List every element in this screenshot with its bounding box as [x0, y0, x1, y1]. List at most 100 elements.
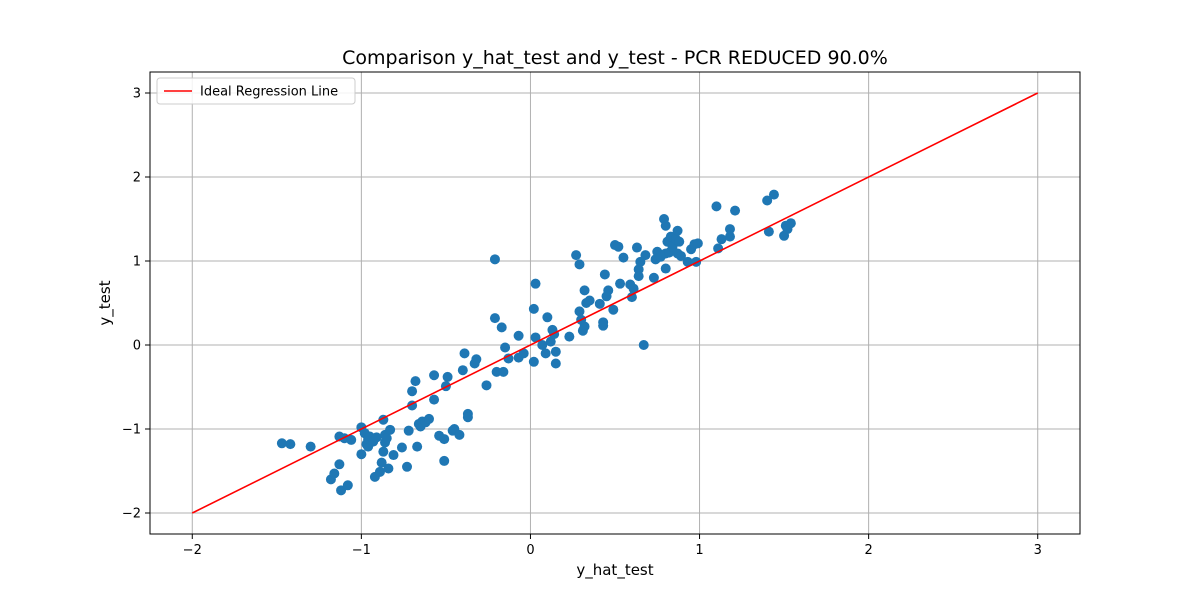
- data-point: [692, 238, 703, 249]
- data-point: [571, 250, 582, 261]
- data-point: [489, 313, 500, 324]
- data-point: [579, 285, 590, 296]
- y-tick-label: 1: [133, 255, 141, 270]
- data-point: [500, 342, 511, 353]
- data-point: [462, 412, 473, 423]
- data-point: [285, 439, 296, 450]
- data-point: [402, 461, 413, 472]
- legend-entry-label: Ideal Regression Line: [200, 85, 338, 100]
- data-point: [638, 340, 649, 350]
- data-point: [528, 356, 539, 367]
- x-tick-label: −1: [352, 543, 371, 558]
- data-point: [724, 231, 735, 242]
- data-point: [785, 218, 796, 229]
- data-point: [730, 205, 741, 216]
- data-point: [660, 220, 671, 231]
- data-point: [574, 259, 585, 270]
- data-point: [599, 269, 610, 280]
- data-point: [768, 189, 779, 200]
- data-point: [628, 283, 639, 294]
- data-point: [594, 298, 605, 309]
- y-tick-label: 0: [133, 339, 141, 354]
- x-tick-label: 3: [1034, 543, 1042, 558]
- data-point: [496, 322, 507, 333]
- data-point: [498, 366, 509, 377]
- data-point: [574, 306, 585, 317]
- data-point: [542, 312, 553, 323]
- data-point: [540, 348, 551, 359]
- data-point: [442, 371, 453, 382]
- y-tick-label: 3: [133, 87, 141, 102]
- data-point: [489, 254, 500, 265]
- data-point: [429, 394, 440, 405]
- data-point: [376, 457, 387, 468]
- data-point: [672, 225, 683, 236]
- data-point: [711, 201, 722, 212]
- data-point: [388, 450, 399, 461]
- data-point: [329, 468, 340, 479]
- data-point: [385, 424, 396, 435]
- data-point: [342, 480, 353, 491]
- x-tick-label: 2: [864, 543, 872, 558]
- x-tick-label: 1: [695, 543, 703, 558]
- data-point: [613, 241, 624, 252]
- data-point: [618, 252, 629, 263]
- data-point: [537, 340, 548, 350]
- data-point: [633, 271, 644, 282]
- data-point: [550, 346, 561, 357]
- data-point: [674, 236, 685, 247]
- data-point: [454, 429, 465, 440]
- plot-area: [191, 92, 1039, 514]
- data-point: [439, 434, 450, 445]
- x-axis-ticks: −2 −1 0 1 2 3: [183, 534, 1042, 558]
- y-tick-label: −2: [122, 507, 141, 522]
- data-point: [457, 365, 468, 376]
- data-point: [579, 321, 590, 332]
- data-point: [334, 459, 345, 470]
- data-point: [429, 370, 440, 381]
- ideal-regression-line: [191, 92, 1039, 514]
- data-point: [724, 224, 735, 235]
- x-tick-label: 0: [526, 543, 534, 558]
- vertical-gridlines: [191, 72, 1039, 534]
- data-point: [518, 348, 529, 359]
- data-point: [276, 438, 287, 449]
- data-point: [481, 380, 492, 391]
- data-point: [598, 320, 609, 331]
- data-point: [378, 446, 389, 457]
- data-point: [626, 292, 637, 303]
- data-point: [528, 303, 539, 314]
- data-point: [675, 250, 686, 261]
- data-point: [550, 358, 561, 369]
- data-point: [381, 433, 392, 444]
- data-point: [648, 272, 659, 283]
- data-point: [396, 442, 407, 453]
- data-point: [410, 376, 421, 387]
- legend: Ideal Regression Line: [156, 77, 356, 105]
- data-point: [346, 434, 357, 445]
- data-point: [371, 432, 382, 443]
- data-point: [412, 441, 423, 452]
- data-point: [660, 263, 671, 274]
- data-point: [615, 278, 626, 289]
- data-point: [584, 295, 595, 306]
- data-point: [640, 250, 651, 261]
- y-tick-label: 2: [133, 171, 141, 186]
- data-point: [603, 285, 614, 296]
- y-axis-label: y_test: [96, 280, 115, 325]
- chart-title: Comparison y_hat_test and y_test - PCR R…: [342, 47, 888, 69]
- data-point: [763, 226, 774, 237]
- x-axis-label: y_hat_test: [576, 561, 653, 580]
- data-point: [716, 234, 727, 245]
- data-point: [530, 332, 541, 343]
- data-point: [374, 466, 385, 477]
- data-point: [383, 463, 394, 474]
- data-point: [545, 336, 556, 347]
- data-point: [608, 304, 619, 315]
- data-point: [407, 386, 418, 397]
- horizontal-gridlines: [150, 92, 1080, 514]
- data-point: [471, 354, 482, 365]
- data-point: [564, 331, 575, 342]
- data-point: [762, 195, 773, 206]
